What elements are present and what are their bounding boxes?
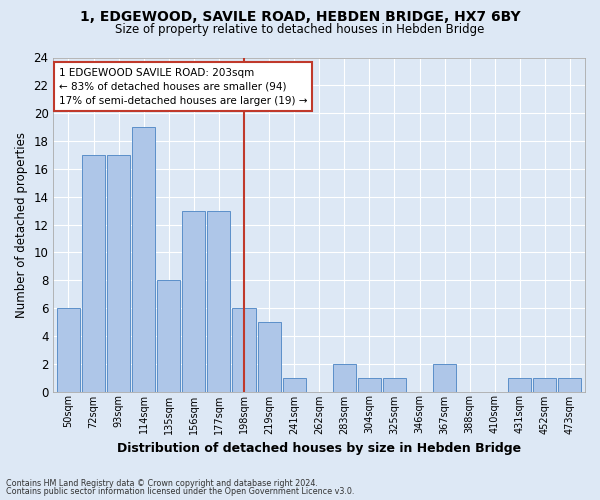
Bar — [57, 308, 80, 392]
Bar — [433, 364, 456, 392]
Y-axis label: Number of detached properties: Number of detached properties — [15, 132, 28, 318]
Text: 1, EDGEWOOD, SAVILE ROAD, HEBDEN BRIDGE, HX7 6BY: 1, EDGEWOOD, SAVILE ROAD, HEBDEN BRIDGE,… — [80, 10, 520, 24]
Bar — [358, 378, 381, 392]
Bar — [559, 378, 581, 392]
Bar — [533, 378, 556, 392]
Bar — [107, 155, 130, 392]
Bar — [383, 378, 406, 392]
Bar — [232, 308, 256, 392]
Bar — [508, 378, 532, 392]
Bar — [333, 364, 356, 392]
Text: 1 EDGEWOOD SAVILE ROAD: 203sqm
← 83% of detached houses are smaller (94)
17% of : 1 EDGEWOOD SAVILE ROAD: 203sqm ← 83% of … — [59, 68, 307, 106]
Text: Size of property relative to detached houses in Hebden Bridge: Size of property relative to detached ho… — [115, 22, 485, 36]
Bar — [157, 280, 180, 392]
Text: Contains public sector information licensed under the Open Government Licence v3: Contains public sector information licen… — [6, 487, 355, 496]
Bar — [283, 378, 305, 392]
Bar — [208, 210, 230, 392]
Bar — [82, 155, 105, 392]
Bar — [182, 210, 205, 392]
X-axis label: Distribution of detached houses by size in Hebden Bridge: Distribution of detached houses by size … — [117, 442, 521, 455]
Bar — [257, 322, 281, 392]
Bar — [132, 127, 155, 392]
Text: Contains HM Land Registry data © Crown copyright and database right 2024.: Contains HM Land Registry data © Crown c… — [6, 478, 318, 488]
